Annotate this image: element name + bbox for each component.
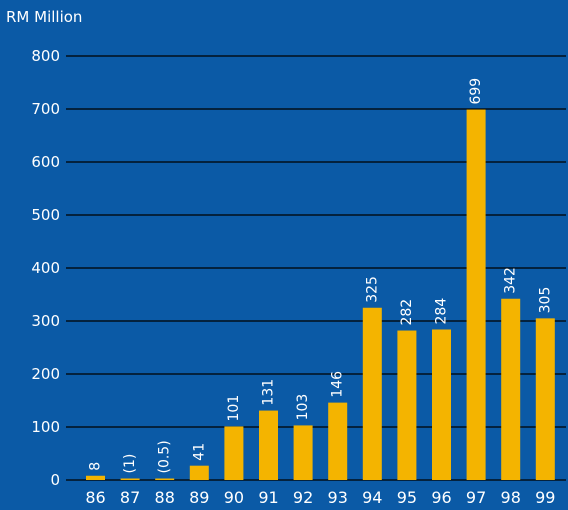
- data-labels: 8 (1) (0.5) 41 101 131 103 146 325 282 284 699 342 30…: [88, 78, 554, 474]
- bar-86: [86, 475, 105, 480]
- x-tick-label-95: 95: [397, 488, 417, 507]
- y-axis-ticks: 0 100 200 300 400 500 600 700 800: [31, 47, 60, 489]
- bar-96: [432, 329, 451, 480]
- x-tick-label-96: 96: [431, 488, 451, 507]
- x-tick-label-90: 90: [224, 488, 244, 507]
- data-label-87: (1): [122, 454, 138, 474]
- data-label-98: 342: [503, 267, 519, 294]
- data-label-89: 41: [191, 443, 207, 461]
- x-tick-label-97: 97: [466, 488, 486, 507]
- bar-91: [259, 410, 278, 480]
- data-label-94: 325: [364, 276, 380, 303]
- bar-98: [501, 298, 521, 480]
- data-label-93: 146: [330, 371, 346, 398]
- x-tick-label-89: 89: [189, 488, 209, 507]
- bar-88: [155, 478, 175, 480]
- x-tick-label-99: 99: [535, 488, 555, 507]
- x-tick-label-88: 88: [155, 488, 175, 507]
- y-tick-label-0: 0: [50, 471, 60, 489]
- y-tick-label-200: 200: [31, 365, 60, 383]
- y-axis-unit-label: RM Million: [6, 8, 82, 26]
- x-tick-label-94: 94: [362, 488, 382, 507]
- x-axis-labels: 86 87 88 89 90 91 92 93 94 95 96 97 98 99: [85, 488, 555, 507]
- data-label-96: 284: [434, 298, 450, 325]
- bar-94: [362, 307, 382, 480]
- bar-87: [120, 478, 140, 480]
- data-label-90: 101: [226, 395, 242, 422]
- y-tick-label-800: 800: [31, 47, 60, 65]
- y-tick-label-100: 100: [31, 418, 60, 436]
- y-tick-label-400: 400: [31, 259, 60, 277]
- x-tick-label-98: 98: [501, 488, 521, 507]
- data-label-88: (0.5): [157, 440, 173, 473]
- x-tick-label-92: 92: [293, 488, 313, 507]
- x-tick-label-86: 86: [85, 488, 105, 507]
- bar-95: [397, 330, 417, 480]
- y-tick-label-700: 700: [31, 100, 60, 118]
- bar-92: [293, 425, 313, 480]
- x-tick-label-91: 91: [258, 488, 278, 507]
- data-label-91: 131: [261, 379, 277, 406]
- bar-97: [466, 109, 486, 480]
- data-label-92: 103: [295, 394, 311, 421]
- bar-90: [224, 426, 244, 480]
- data-label-86: 8: [88, 462, 104, 471]
- x-tick-label-87: 87: [120, 488, 140, 507]
- bars: [86, 109, 555, 480]
- x-tick-label-93: 93: [328, 488, 348, 507]
- y-tick-label-500: 500: [31, 206, 60, 224]
- y-tick-label-300: 300: [31, 312, 60, 330]
- data-label-97: 699: [468, 78, 484, 105]
- bar-89: [189, 465, 209, 480]
- data-label-99: 305: [537, 287, 553, 314]
- data-label-95: 282: [399, 299, 415, 326]
- bar-93: [328, 402, 348, 480]
- bar-99: [535, 318, 555, 480]
- y-tick-label-600: 600: [31, 153, 60, 171]
